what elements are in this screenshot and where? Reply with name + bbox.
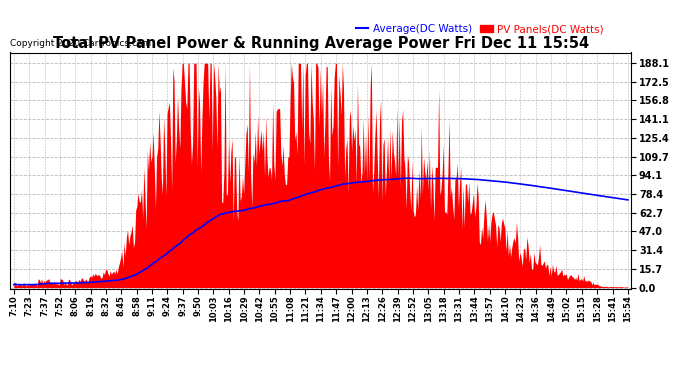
Title: Total PV Panel Power & Running Average Power Fri Dec 11 15:54: Total PV Panel Power & Running Average P… bbox=[53, 36, 589, 51]
Legend: Average(DC Watts), PV Panels(DC Watts): Average(DC Watts), PV Panels(DC Watts) bbox=[352, 20, 607, 38]
Text: Copyright 2020 Cartronics.com: Copyright 2020 Cartronics.com bbox=[10, 39, 152, 48]
